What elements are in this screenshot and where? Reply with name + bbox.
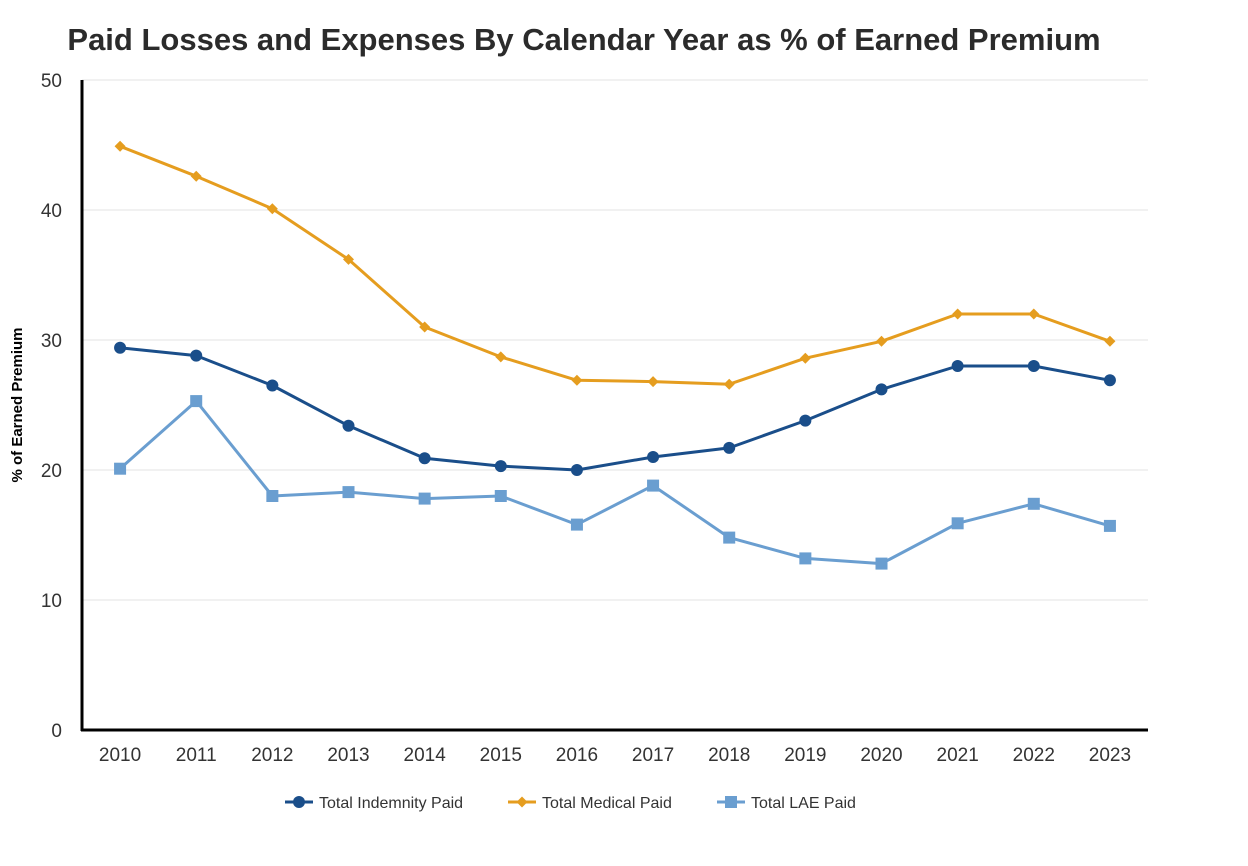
data-point [570,518,583,531]
data-point [647,451,660,463]
series-line [119,144,1111,386]
data-point [114,462,127,475]
data-point [114,341,127,354]
legend-item: Total LAE Paid [717,795,856,812]
legend-marker [293,796,305,808]
data-point [1104,335,1116,347]
data-point [647,479,660,492]
data-point [495,351,507,363]
data-point [875,383,888,396]
x-tick-label: 2011 [176,745,217,766]
data-point [494,490,507,502]
data-point [342,486,355,499]
series-total-lae-paid [114,395,1116,570]
x-tick-label: 2021 [937,745,979,766]
data-point [570,464,583,476]
data-point [1027,497,1040,510]
series-total-medical-paid [114,140,1116,390]
data-point [647,376,659,388]
data-point [723,441,736,454]
data-point [1103,519,1116,532]
y-tick-label: 40 [41,201,62,222]
x-tick-label: 2023 [1089,745,1131,766]
y-tick-label: 10 [41,591,62,612]
legend-item: Total Medical Paid [508,795,672,812]
x-tick-label: 2020 [860,745,902,766]
data-point [266,490,279,502]
data-point [1028,308,1040,320]
data-point [952,308,964,320]
data-point [114,140,126,152]
legend-label: Total Indemnity Paid [319,795,463,812]
legend-label: Total Medical Paid [542,795,672,812]
series [114,140,1116,570]
x-tick-label: 2010 [99,745,141,766]
data-point [190,170,202,182]
data-point [1027,360,1040,372]
data-point [723,531,736,544]
axes: 0 10 20 30 40 50 2010 2011 2012 2013 2014 2015 2016 2… [9,71,1148,766]
data-point [266,203,278,215]
data-point [418,452,431,465]
data-point [875,557,888,570]
legend-item: Total Indemnity Paid [285,795,463,812]
y-tick-label: 30 [41,331,62,352]
data-point [266,379,279,392]
x-tick-label: 2012 [251,745,293,766]
data-point [1103,374,1116,387]
legend-label: Total LAE Paid [751,795,856,812]
x-tick-label: 2013 [327,745,369,766]
chart-title: Paid Losses and Expenses By Calendar Yea… [67,22,1101,57]
x-tick-label: 2022 [1013,745,1055,766]
data-point [951,517,964,530]
x-tick-label: 2017 [632,745,674,766]
data-point [418,492,431,505]
y-tick-label: 50 [41,71,62,92]
data-point [190,349,203,362]
x-tick-label: 2019 [784,745,826,766]
data-point [723,378,735,390]
data-point [494,460,507,473]
data-point [419,321,431,333]
data-point [799,414,812,427]
series-line [119,346,1111,472]
data-point [343,253,354,265]
data-point [799,552,812,565]
x-tick-label: 2014 [404,745,447,766]
data-point [571,374,583,386]
legend: Total Indemnity Paid Total Medical Paid To… [285,795,856,812]
x-tick-label: 2018 [708,745,750,766]
y-tick-label: 20 [41,461,62,482]
data-point [951,360,964,372]
legend-marker [516,796,528,808]
series-line [119,399,1111,566]
data-point [342,419,355,432]
data-point [190,395,203,408]
data-point [876,335,887,347]
series-total-indemnity-paid [114,341,1116,476]
x-tick-label: 2016 [556,745,598,766]
gridlines [82,79,1148,601]
y-axis-title: % of Earned Premium [9,327,26,482]
y-tick-label: 0 [51,721,62,742]
data-point [799,352,811,364]
legend-marker [725,796,737,808]
x-tick-label: 2015 [480,745,522,766]
